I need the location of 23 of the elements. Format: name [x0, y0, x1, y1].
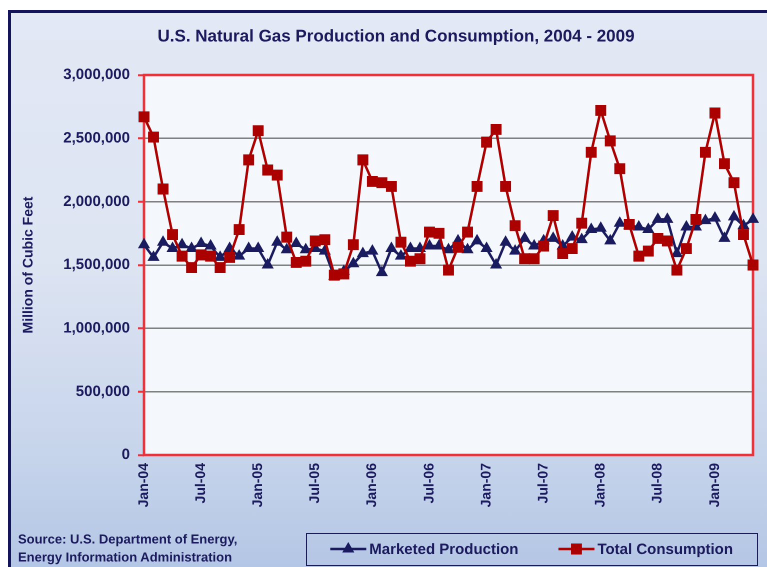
y-tick-label: 1,000,000	[63, 319, 130, 336]
x-tick-label: Jan-09	[706, 462, 722, 508]
y-tick-label: 1,500,000	[63, 256, 130, 274]
x-tick-label: Jan-04	[134, 462, 151, 508]
x-tick-label: Jul-06	[420, 462, 436, 504]
x-tick-label: Jul-05	[306, 462, 322, 504]
x-tick-label: Jan-06	[363, 462, 380, 508]
x-tick-label: Jan-07	[477, 462, 494, 508]
y-tick-label: 2,500,000	[63, 129, 130, 146]
legend-label: Marketed Production	[369, 541, 518, 558]
legend-label: Total Consumption	[597, 541, 734, 558]
y-axis-title: Million of Cubic Feet	[19, 196, 36, 334]
x-tick-label: Jul-04	[192, 462, 208, 504]
x-tick-label: Jan-05	[249, 462, 266, 508]
y-tick-label: 500,000	[76, 382, 130, 400]
x-tick-label: Jul-08	[648, 462, 665, 504]
source-note: Source: U.S. Department of Energy, Energy Information Administration	[18, 532, 238, 565]
chart-title: U.S. Natural Gas Production and Consumption, 2004 - 2009	[157, 26, 635, 46]
y-tick-label: 0	[122, 446, 130, 464]
y-tick-label: 2,000,000	[63, 192, 130, 210]
x-tick-label: Jan-08	[592, 462, 608, 508]
y-tick-label: 3,000,000	[63, 66, 130, 84]
x-tick-label: Jul-07	[534, 462, 551, 504]
